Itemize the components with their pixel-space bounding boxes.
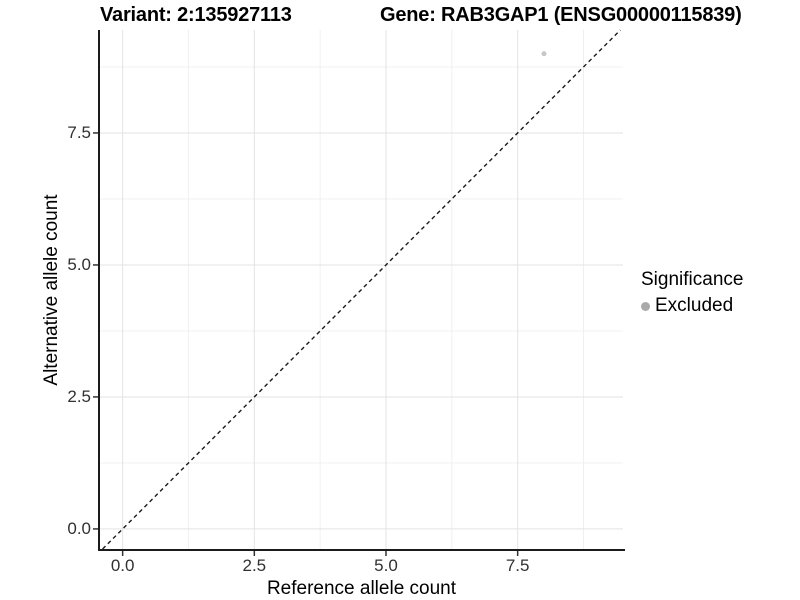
x-axis-line <box>98 549 625 551</box>
legend-item-label: Excluded <box>655 295 734 316</box>
y-tick-label: 7.5 <box>67 122 91 142</box>
y-axis-title: Alternative allele count <box>41 194 62 386</box>
x-tick-label: 7.5 <box>505 556 530 575</box>
legend-item-excluded: Excluded <box>641 295 743 317</box>
x-tick-label: 2.5 <box>242 556 267 575</box>
plot-area <box>93 29 623 556</box>
y-tick-label: 0.0 <box>67 518 91 538</box>
gene-title: Gene: RAB3GAP1 (ENSG00000115839) <box>380 4 742 26</box>
y-axis-line <box>98 30 100 551</box>
legend-title: Significance <box>641 269 744 290</box>
variant-title: Variant: 2:135927113 <box>100 4 292 26</box>
y-tick-label: 5.0 <box>67 254 91 274</box>
x-axis-title: Reference allele count <box>266 578 457 599</box>
data-point <box>541 51 547 57</box>
identity-reference-line <box>102 29 621 550</box>
legend-point-icon <box>641 301 650 311</box>
x-tick-label: 0.0 <box>110 556 135 575</box>
x-tick-label: 5.0 <box>374 556 398 575</box>
y-tick-label: 2.5 <box>67 386 91 406</box>
plot-panel <box>93 29 623 556</box>
legend: Significance Excluded <box>641 269 743 317</box>
